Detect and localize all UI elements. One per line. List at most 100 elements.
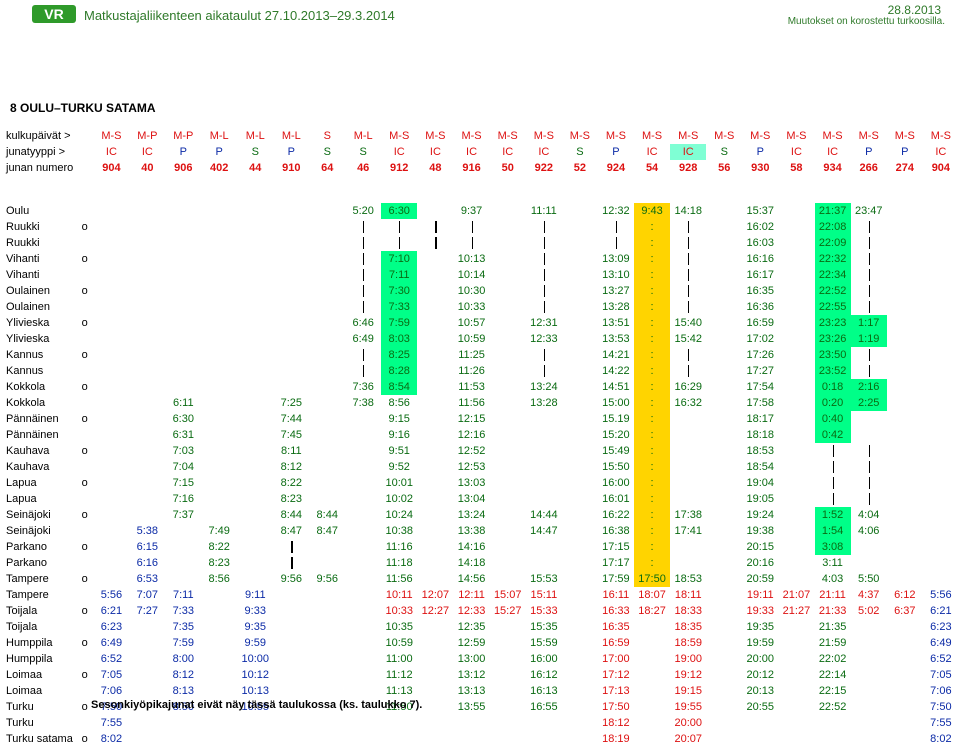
station-name: Turku bbox=[6, 701, 34, 713]
time-cell bbox=[201, 491, 237, 507]
time-cell: 8:12 bbox=[280, 461, 303, 473]
time-cell: 6:21 bbox=[930, 605, 952, 617]
time-cell: 10:33 bbox=[457, 301, 486, 313]
time-cell: 13:27 bbox=[602, 285, 630, 297]
station-name: Loimaa bbox=[6, 685, 43, 697]
arrival-marker: o bbox=[81, 253, 88, 265]
header-cell: IC bbox=[670, 144, 707, 160]
time-cell: 8:56 bbox=[388, 397, 410, 409]
time-cell bbox=[129, 491, 165, 507]
time-cell: 18:53 bbox=[674, 573, 702, 585]
time-cell bbox=[923, 331, 959, 347]
station-row: Loimaa 7:06 8:13 10:13 11:13 13:13 16:13 17:13 1… bbox=[4, 683, 959, 699]
time-cell: 13:28 bbox=[530, 397, 558, 409]
station-name: Oulainen bbox=[6, 285, 51, 297]
time-cell: 6:49 bbox=[100, 637, 123, 649]
time-cell: 14:56 bbox=[457, 573, 486, 585]
time-cell: 12:33 bbox=[457, 605, 486, 617]
arrival-marker: o bbox=[81, 413, 88, 425]
time-cell bbox=[129, 459, 165, 475]
time-cell bbox=[526, 235, 562, 251]
time-cell bbox=[345, 459, 381, 475]
station-name: Humppila bbox=[6, 653, 53, 665]
station-row: Kannus o 8:25 11:25 14:21: 17:26 23:50 bbox=[4, 347, 959, 363]
time-cell bbox=[562, 251, 598, 267]
time-cell: 15:49 bbox=[602, 445, 630, 457]
time-cell bbox=[670, 219, 706, 235]
time-cell bbox=[273, 283, 309, 299]
time-cell bbox=[273, 683, 309, 699]
time-cell bbox=[490, 475, 526, 491]
time-cell bbox=[201, 667, 237, 683]
time-cell bbox=[165, 203, 201, 219]
time-cell: : bbox=[633, 555, 671, 571]
header-cell: IC bbox=[466, 146, 478, 158]
vr-logo-icon: VR bbox=[32, 5, 76, 23]
time-cell bbox=[778, 571, 814, 587]
time-cell bbox=[417, 507, 453, 523]
time-cell bbox=[670, 475, 706, 491]
arrival-marker bbox=[76, 299, 94, 315]
time-cell: 10:11 bbox=[385, 589, 413, 601]
time-cell bbox=[237, 331, 273, 347]
time-cell bbox=[201, 427, 237, 443]
time-cell bbox=[706, 571, 742, 587]
time-cell bbox=[309, 219, 345, 235]
time-cell: 9:56 bbox=[316, 573, 338, 585]
time-cell bbox=[309, 427, 345, 443]
time-cell bbox=[526, 219, 562, 235]
time-cell: 7:59 bbox=[381, 315, 418, 331]
time-cell bbox=[273, 667, 309, 683]
time-cell bbox=[887, 475, 923, 491]
time-cell bbox=[417, 651, 453, 667]
time-cell: 17:17 bbox=[602, 557, 630, 569]
time-cell bbox=[526, 363, 562, 379]
time-cell bbox=[309, 283, 345, 299]
station-name: Toijala bbox=[6, 605, 38, 617]
time-cell bbox=[923, 459, 959, 475]
time-cell bbox=[237, 283, 273, 299]
time-cell bbox=[778, 283, 814, 299]
time-cell bbox=[887, 347, 923, 363]
time-cell: 16:22 bbox=[602, 509, 630, 521]
arrival-marker bbox=[76, 395, 94, 411]
time-cell: 16:17 bbox=[746, 269, 775, 281]
time-cell bbox=[490, 379, 526, 395]
time-cell: 23:52 bbox=[814, 363, 851, 379]
time-cell bbox=[129, 411, 165, 427]
time-cell: 16:38 bbox=[602, 525, 630, 537]
time-cell: : bbox=[633, 283, 671, 299]
header-cell: M-S bbox=[750, 130, 771, 142]
time-cell: 14:44 bbox=[530, 509, 558, 521]
time-cell: 9:11 bbox=[244, 589, 266, 601]
time-cell bbox=[634, 715, 670, 731]
time-cell bbox=[778, 651, 814, 667]
arrival-marker: o bbox=[81, 733, 88, 745]
time-cell bbox=[778, 635, 814, 651]
time-cell bbox=[201, 731, 237, 747]
time-cell bbox=[309, 619, 345, 635]
time-cell: 12:32 bbox=[602, 205, 630, 217]
time-cell bbox=[309, 299, 345, 315]
time-cell: 7:33 bbox=[381, 299, 418, 315]
time-cell bbox=[417, 283, 453, 299]
time-cell bbox=[345, 539, 381, 555]
time-cell bbox=[778, 731, 814, 747]
time-cell: 8:50 bbox=[172, 701, 194, 713]
time-cell bbox=[417, 683, 453, 699]
time-cell bbox=[345, 555, 381, 571]
time-cell bbox=[670, 459, 706, 475]
time-cell bbox=[417, 731, 453, 747]
time-cell bbox=[923, 267, 959, 283]
time-cell bbox=[201, 651, 237, 667]
time-cell: 8:47 bbox=[280, 525, 303, 537]
time-cell bbox=[526, 491, 562, 507]
header-cell: P bbox=[901, 146, 909, 158]
time-cell bbox=[887, 203, 923, 219]
header-cell: IC bbox=[429, 146, 441, 158]
time-cell bbox=[706, 347, 742, 363]
time-cell: 17:50 bbox=[633, 571, 671, 587]
time-cell: 20:00 bbox=[746, 653, 775, 665]
time-cell bbox=[417, 251, 453, 267]
time-cell: 17:59 bbox=[602, 573, 630, 585]
